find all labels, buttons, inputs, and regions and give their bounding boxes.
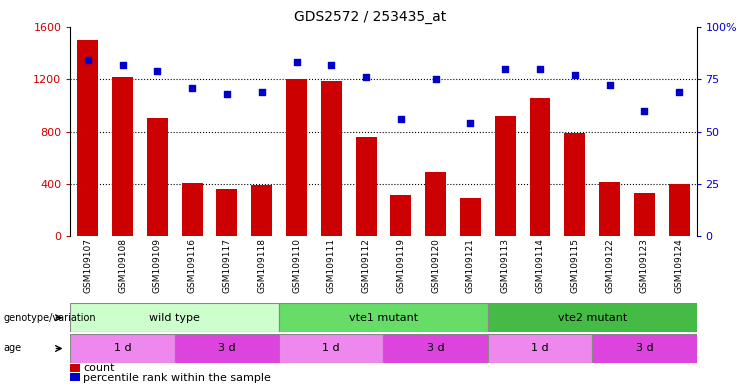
- Bar: [565, 133, 585, 236]
- Text: GSM109114: GSM109114: [536, 238, 545, 293]
- Bar: [356, 137, 376, 236]
- Bar: [668, 184, 690, 236]
- Text: genotype/variation: genotype/variation: [4, 313, 96, 323]
- Point: [186, 84, 198, 91]
- Bar: [495, 116, 516, 236]
- Bar: [279, 334, 384, 363]
- Text: GSM109123: GSM109123: [640, 238, 649, 293]
- Point: [604, 83, 616, 89]
- Point: [221, 91, 233, 97]
- Text: age: age: [4, 343, 21, 354]
- Bar: [460, 198, 481, 236]
- Point: [639, 108, 651, 114]
- Point: [499, 66, 511, 72]
- Text: GSM109117: GSM109117: [222, 238, 231, 293]
- Text: vte2 mutant: vte2 mutant: [557, 313, 627, 323]
- Bar: [70, 334, 175, 363]
- Bar: [488, 334, 592, 363]
- Bar: [216, 189, 237, 236]
- Point: [360, 74, 372, 80]
- Bar: [77, 40, 99, 236]
- Bar: [286, 79, 307, 236]
- Text: 1 d: 1 d: [322, 343, 340, 354]
- Point: [116, 61, 128, 68]
- Text: GSM109108: GSM109108: [118, 238, 127, 293]
- Text: 3 d: 3 d: [218, 343, 236, 354]
- Point: [151, 68, 163, 74]
- Text: GSM109121: GSM109121: [466, 238, 475, 293]
- Bar: [530, 98, 551, 236]
- Bar: [488, 303, 697, 332]
- Bar: [70, 373, 80, 381]
- Bar: [251, 185, 272, 236]
- Point: [569, 72, 581, 78]
- Point: [395, 116, 407, 122]
- Bar: [70, 364, 80, 372]
- Text: 3 d: 3 d: [636, 343, 653, 354]
- Text: wild type: wild type: [150, 313, 200, 323]
- Text: GSM109107: GSM109107: [83, 238, 93, 293]
- Bar: [175, 334, 279, 363]
- Text: GSM109124: GSM109124: [674, 238, 684, 293]
- Bar: [384, 334, 488, 363]
- Text: GSM109120: GSM109120: [431, 238, 440, 293]
- Point: [290, 60, 302, 66]
- Text: GSM109119: GSM109119: [396, 238, 405, 293]
- Bar: [321, 81, 342, 236]
- Point: [534, 66, 546, 72]
- Text: GSM109118: GSM109118: [257, 238, 266, 293]
- Text: GSM109122: GSM109122: [605, 238, 614, 293]
- Point: [325, 61, 337, 68]
- Bar: [425, 172, 446, 236]
- Text: GDS2572 / 253435_at: GDS2572 / 253435_at: [294, 10, 447, 23]
- Bar: [592, 334, 697, 363]
- Text: count: count: [83, 363, 115, 373]
- Bar: [147, 118, 167, 236]
- Point: [430, 76, 442, 82]
- Text: GSM109113: GSM109113: [501, 238, 510, 293]
- Text: vte1 mutant: vte1 mutant: [349, 313, 418, 323]
- Bar: [391, 195, 411, 236]
- Point: [82, 57, 93, 63]
- Bar: [279, 303, 488, 332]
- Text: GSM109112: GSM109112: [362, 238, 370, 293]
- Text: GSM109111: GSM109111: [327, 238, 336, 293]
- Text: GSM109110: GSM109110: [292, 238, 301, 293]
- Text: 1 d: 1 d: [531, 343, 549, 354]
- Text: GSM109115: GSM109115: [571, 238, 579, 293]
- Text: percentile rank within the sample: percentile rank within the sample: [83, 373, 271, 383]
- Bar: [70, 303, 279, 332]
- Text: GSM109109: GSM109109: [153, 238, 162, 293]
- Point: [674, 89, 685, 95]
- Text: GSM109116: GSM109116: [187, 238, 196, 293]
- Bar: [182, 183, 202, 236]
- Bar: [634, 193, 655, 236]
- Text: 1 d: 1 d: [114, 343, 131, 354]
- Bar: [599, 182, 620, 236]
- Point: [256, 89, 268, 95]
- Text: 3 d: 3 d: [427, 343, 445, 354]
- Bar: [112, 76, 133, 236]
- Point: [465, 120, 476, 126]
